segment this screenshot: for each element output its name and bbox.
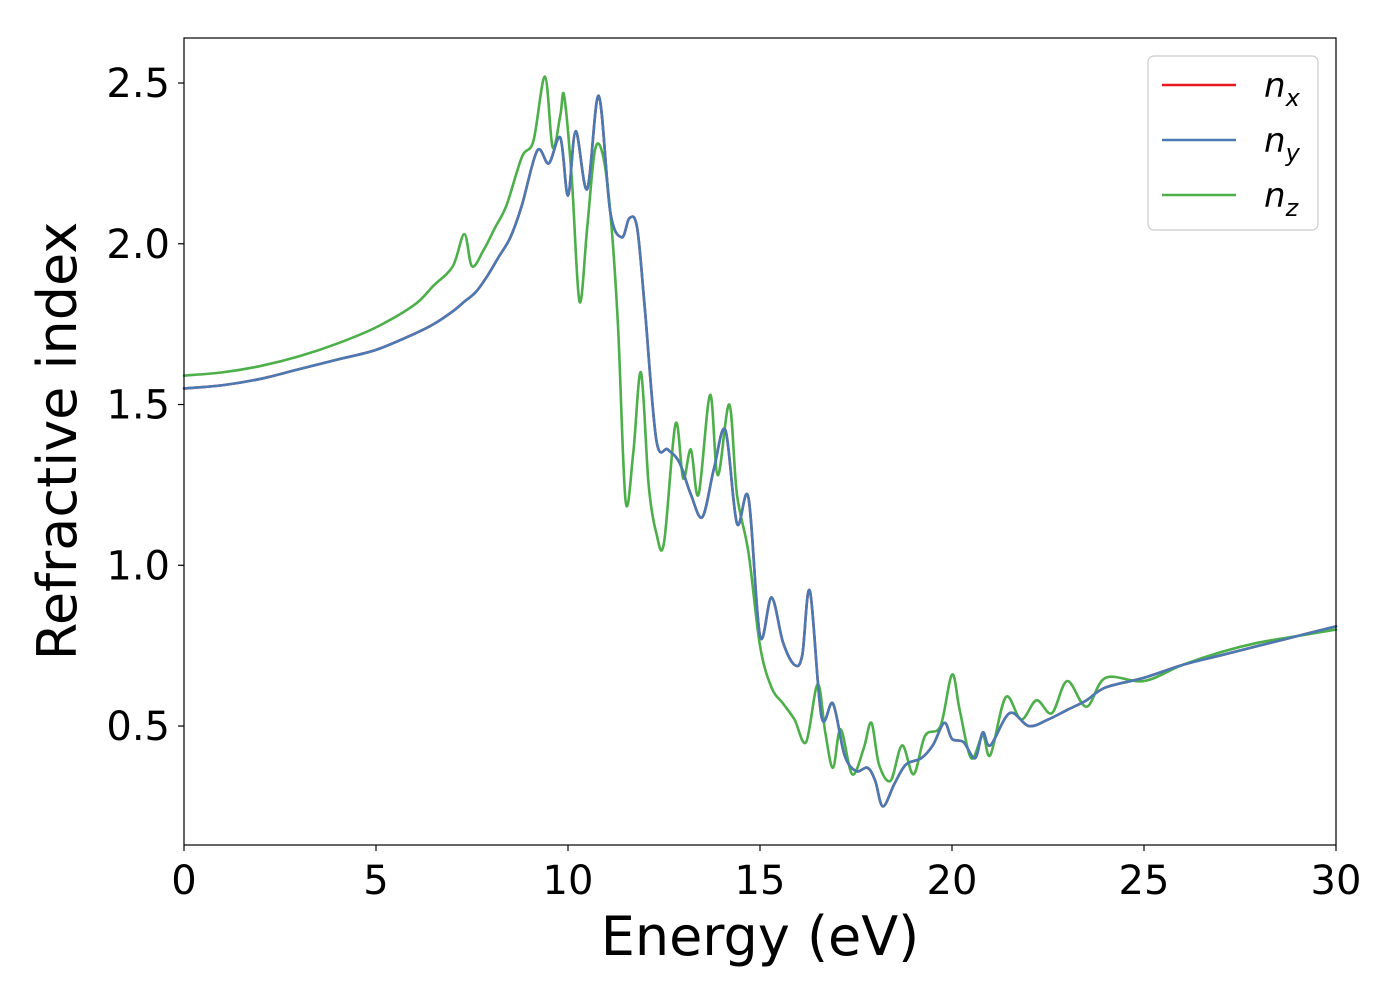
x-tick-label: 25 — [1119, 858, 1170, 904]
legend-label-nz: nz — [1264, 176, 1300, 222]
y-axis-title: Refractive index — [26, 222, 89, 661]
x-axis-title: Energy (eV) — [601, 905, 920, 968]
legend-entries: nx ny nz — [1162, 66, 1301, 222]
x-tick-label: 20 — [927, 858, 978, 904]
x-tick-label: 0 — [171, 858, 196, 904]
y-tick-label: 1.0 — [106, 543, 170, 589]
x-tick-label: 15 — [735, 858, 786, 904]
legend-box — [1147, 55, 1319, 231]
y-tick-label: 0.5 — [106, 704, 170, 750]
y-tick-label: 2.0 — [106, 222, 170, 268]
y-tick-label: 1.5 — [106, 383, 170, 429]
x-tick-label: 5 — [363, 858, 388, 904]
series-line-nz — [182, 75, 1338, 783]
legend: nx ny nz — [1147, 55, 1319, 231]
y-tick-label: 2.5 — [106, 61, 170, 107]
series-line-ny — [182, 94, 1338, 808]
y-axis-ticks: 0.5 1.0 1.5 2.0 2.5 — [106, 61, 184, 750]
x-tick-label: 10 — [543, 858, 594, 904]
legend-label-ny: ny — [1264, 121, 1301, 167]
legend-label-nx: nx — [1264, 66, 1301, 112]
x-tick-label: 30 — [1311, 858, 1362, 904]
series-layer — [182, 75, 1338, 808]
x-axis-ticks: 0 5 10 15 20 25 30 — [171, 845, 1361, 904]
